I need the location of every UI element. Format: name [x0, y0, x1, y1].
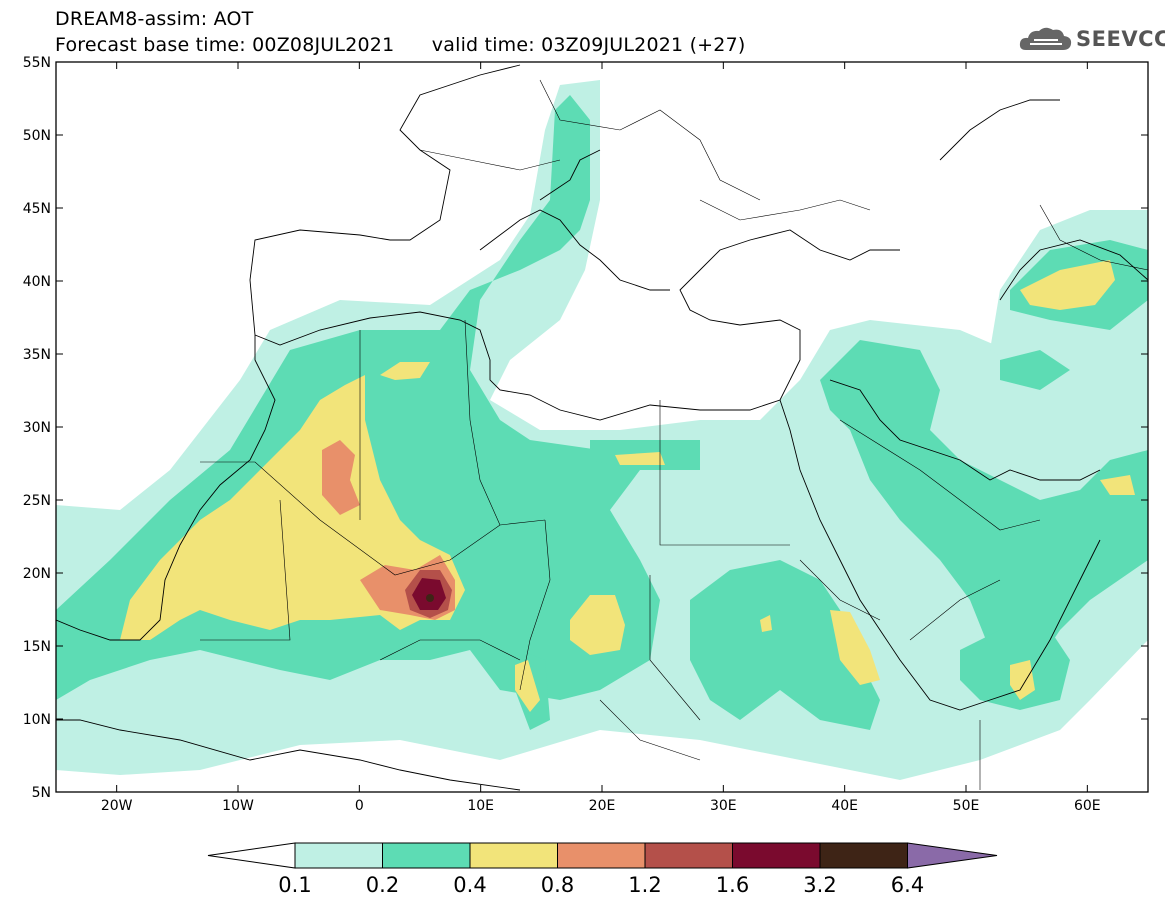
colorbar: 0.1 0.2 0.4 0.8 1.2 1.6 3.2 6.4: [207, 842, 998, 897]
lat-tick-label: 10N: [23, 712, 51, 728]
valid-time-label: valid time: 03Z09JUL2021 (+27): [431, 34, 746, 56]
lat-tick-label: 50N: [23, 128, 51, 144]
lat-tick-label: 30N: [23, 420, 51, 436]
lat-tick-label: 25N: [23, 493, 51, 509]
lon-tick-label: 0: [355, 798, 364, 814]
colorbar-level-label: 0.1: [278, 873, 311, 897]
colorbar-swatch: [382, 842, 471, 869]
colorbar-level-label: 6.4: [891, 873, 924, 897]
lon-tick-label: 10E: [467, 798, 494, 814]
lon-tick-label: 20W: [101, 798, 133, 814]
lat-tick-label: 20N: [23, 566, 51, 582]
colorbar-high-arrow: [907, 842, 998, 869]
cloud-icon: [1019, 27, 1072, 50]
logo-text: SEEVCCC: [1076, 27, 1165, 51]
lon-tick-label: 50E: [953, 798, 980, 814]
seevccc-logo: SEEVCCC: [1018, 24, 1165, 58]
country-borders: [200, 79, 1148, 790]
latitude-axis: 55N 50N 45N 40N 35N 30N 25N 20N 15N 10N 5N: [23, 55, 1148, 801]
colorbar-level-label: 0.8: [541, 873, 574, 897]
lon-tick-label: 30E: [710, 798, 737, 814]
colorbar-level-label: 3.2: [803, 873, 836, 897]
lat-tick-label: 45N: [23, 201, 51, 217]
colorbar-level-label: 0.2: [366, 873, 399, 897]
lon-tick-label: 10W: [222, 798, 254, 814]
lat-tick-label: 55N: [23, 55, 51, 71]
colorbar-swatch: [294, 842, 383, 869]
lon-tick-label: 20E: [589, 798, 616, 814]
lon-tick-label: 40E: [831, 798, 858, 814]
lat-tick-label: 5N: [32, 785, 51, 801]
forecast-times: Forecast base time: 00Z08JUL2021 valid t…: [55, 34, 746, 56]
coastlines: [56, 64, 1148, 791]
map-title: DREAM8-assim: AOT: [55, 8, 254, 30]
colorbar-swatch: [819, 842, 908, 869]
colorbar-low-arrow: [207, 842, 296, 869]
lat-tick-label: 40N: [23, 274, 51, 290]
aot-field: [56, 80, 1148, 780]
colorbar-level-label: 1.2: [628, 873, 661, 897]
lat-tick-label: 35N: [23, 347, 51, 363]
colorbar-swatch: [469, 842, 558, 869]
colorbar-swatch: [557, 842, 646, 869]
base-time-label: Forecast base time: 00Z08JUL2021: [55, 34, 395, 56]
colorbar-level-label: 1.6: [716, 873, 749, 897]
lat-tick-label: 15N: [23, 639, 51, 655]
colorbar-level-label: 0.4: [453, 873, 486, 897]
colorbar-swatch: [732, 842, 821, 869]
colorbar-swatch: [644, 842, 733, 869]
longitude-axis: 20W 10W 0 10E 20E 30E 40E 50E 60E: [101, 62, 1101, 814]
lon-tick-label: 60E: [1074, 798, 1101, 814]
